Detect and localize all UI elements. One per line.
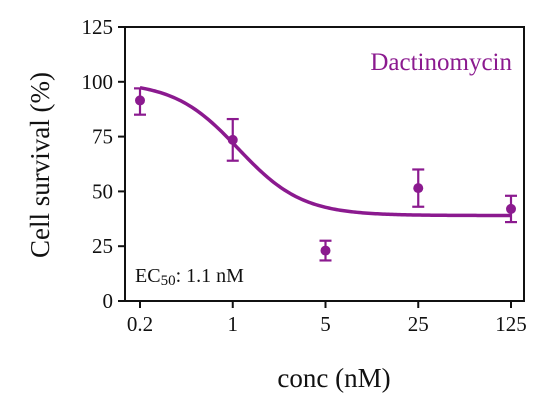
data-point xyxy=(412,168,425,208)
x-tick-label: 125 xyxy=(495,312,527,336)
data-point xyxy=(226,117,239,162)
series-label: Dactinomycin xyxy=(370,49,512,76)
ec50-suffix: : 1.1 nM xyxy=(176,265,245,287)
marker xyxy=(227,134,238,145)
x-tick-label: 1 xyxy=(228,312,239,336)
data-point xyxy=(319,239,332,262)
x-axis: 0.2 1 5 25 125 xyxy=(127,301,527,336)
y-tick-label: 25 xyxy=(92,234,113,258)
x-tick-label: 0.2 xyxy=(127,312,153,336)
y-tick-label: 0 xyxy=(103,289,114,313)
x-axis-title: conc (nM) xyxy=(277,363,390,393)
marker xyxy=(506,203,516,214)
data-points xyxy=(134,87,517,262)
y-tick-label: 125 xyxy=(82,15,114,39)
marker xyxy=(320,245,331,256)
data-point xyxy=(505,194,517,224)
ec50-prefix: EC xyxy=(135,265,161,287)
x-tick-label: 5 xyxy=(320,312,331,336)
ec50-annotation: EC50: 1.1 nM xyxy=(135,265,244,289)
y-axis: 0 25 50 75 100 125 xyxy=(82,15,125,313)
y-axis-title: Cell survival (%) xyxy=(25,72,55,258)
marker xyxy=(413,183,424,194)
x-tick-label: 25 xyxy=(408,312,429,336)
data-point xyxy=(134,87,146,116)
y-tick-label: 75 xyxy=(92,125,113,149)
fit-curve xyxy=(139,86,512,218)
marker xyxy=(135,95,145,106)
y-tick-label: 50 xyxy=(92,179,113,203)
y-tick-label: 100 xyxy=(82,70,114,94)
ec50-subscript: 50 xyxy=(161,273,176,289)
